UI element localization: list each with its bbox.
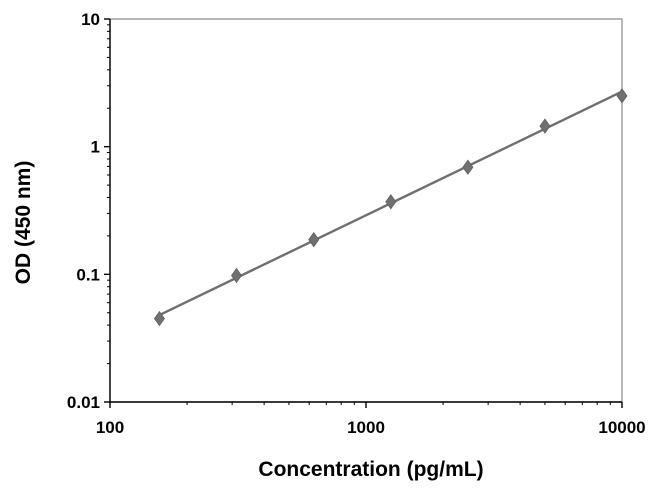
y-tick-label: 1 bbox=[91, 138, 100, 157]
y-axis-title: OD (450 nm) bbox=[12, 161, 35, 285]
data-point-diamond bbox=[308, 231, 320, 248]
x-tick-label: 1000 bbox=[347, 418, 385, 437]
data-point-diamond bbox=[539, 118, 551, 134]
plot-frame bbox=[109, 18, 623, 403]
y-tick-label: 0.01 bbox=[67, 393, 100, 412]
data-point-diamond bbox=[385, 194, 397, 210]
axis-ticks: 0.01 0.1 1 10 100 1000 10000 bbox=[67, 10, 646, 437]
data-point-diamond bbox=[462, 159, 474, 175]
x-tick-label: 100 bbox=[96, 418, 124, 437]
x-axis-title: Concentration (pg/mL) bbox=[258, 458, 483, 481]
plot-area-border bbox=[109, 18, 623, 403]
data-point-diamond bbox=[616, 88, 628, 104]
data-point-diamond bbox=[231, 267, 242, 284]
data-point-diamond bbox=[153, 310, 165, 327]
y-tick-label: 10 bbox=[81, 10, 100, 29]
data-series bbox=[153, 88, 628, 327]
y-tick-label: 0.1 bbox=[76, 265, 100, 284]
x-tick-label: 10000 bbox=[598, 418, 645, 437]
